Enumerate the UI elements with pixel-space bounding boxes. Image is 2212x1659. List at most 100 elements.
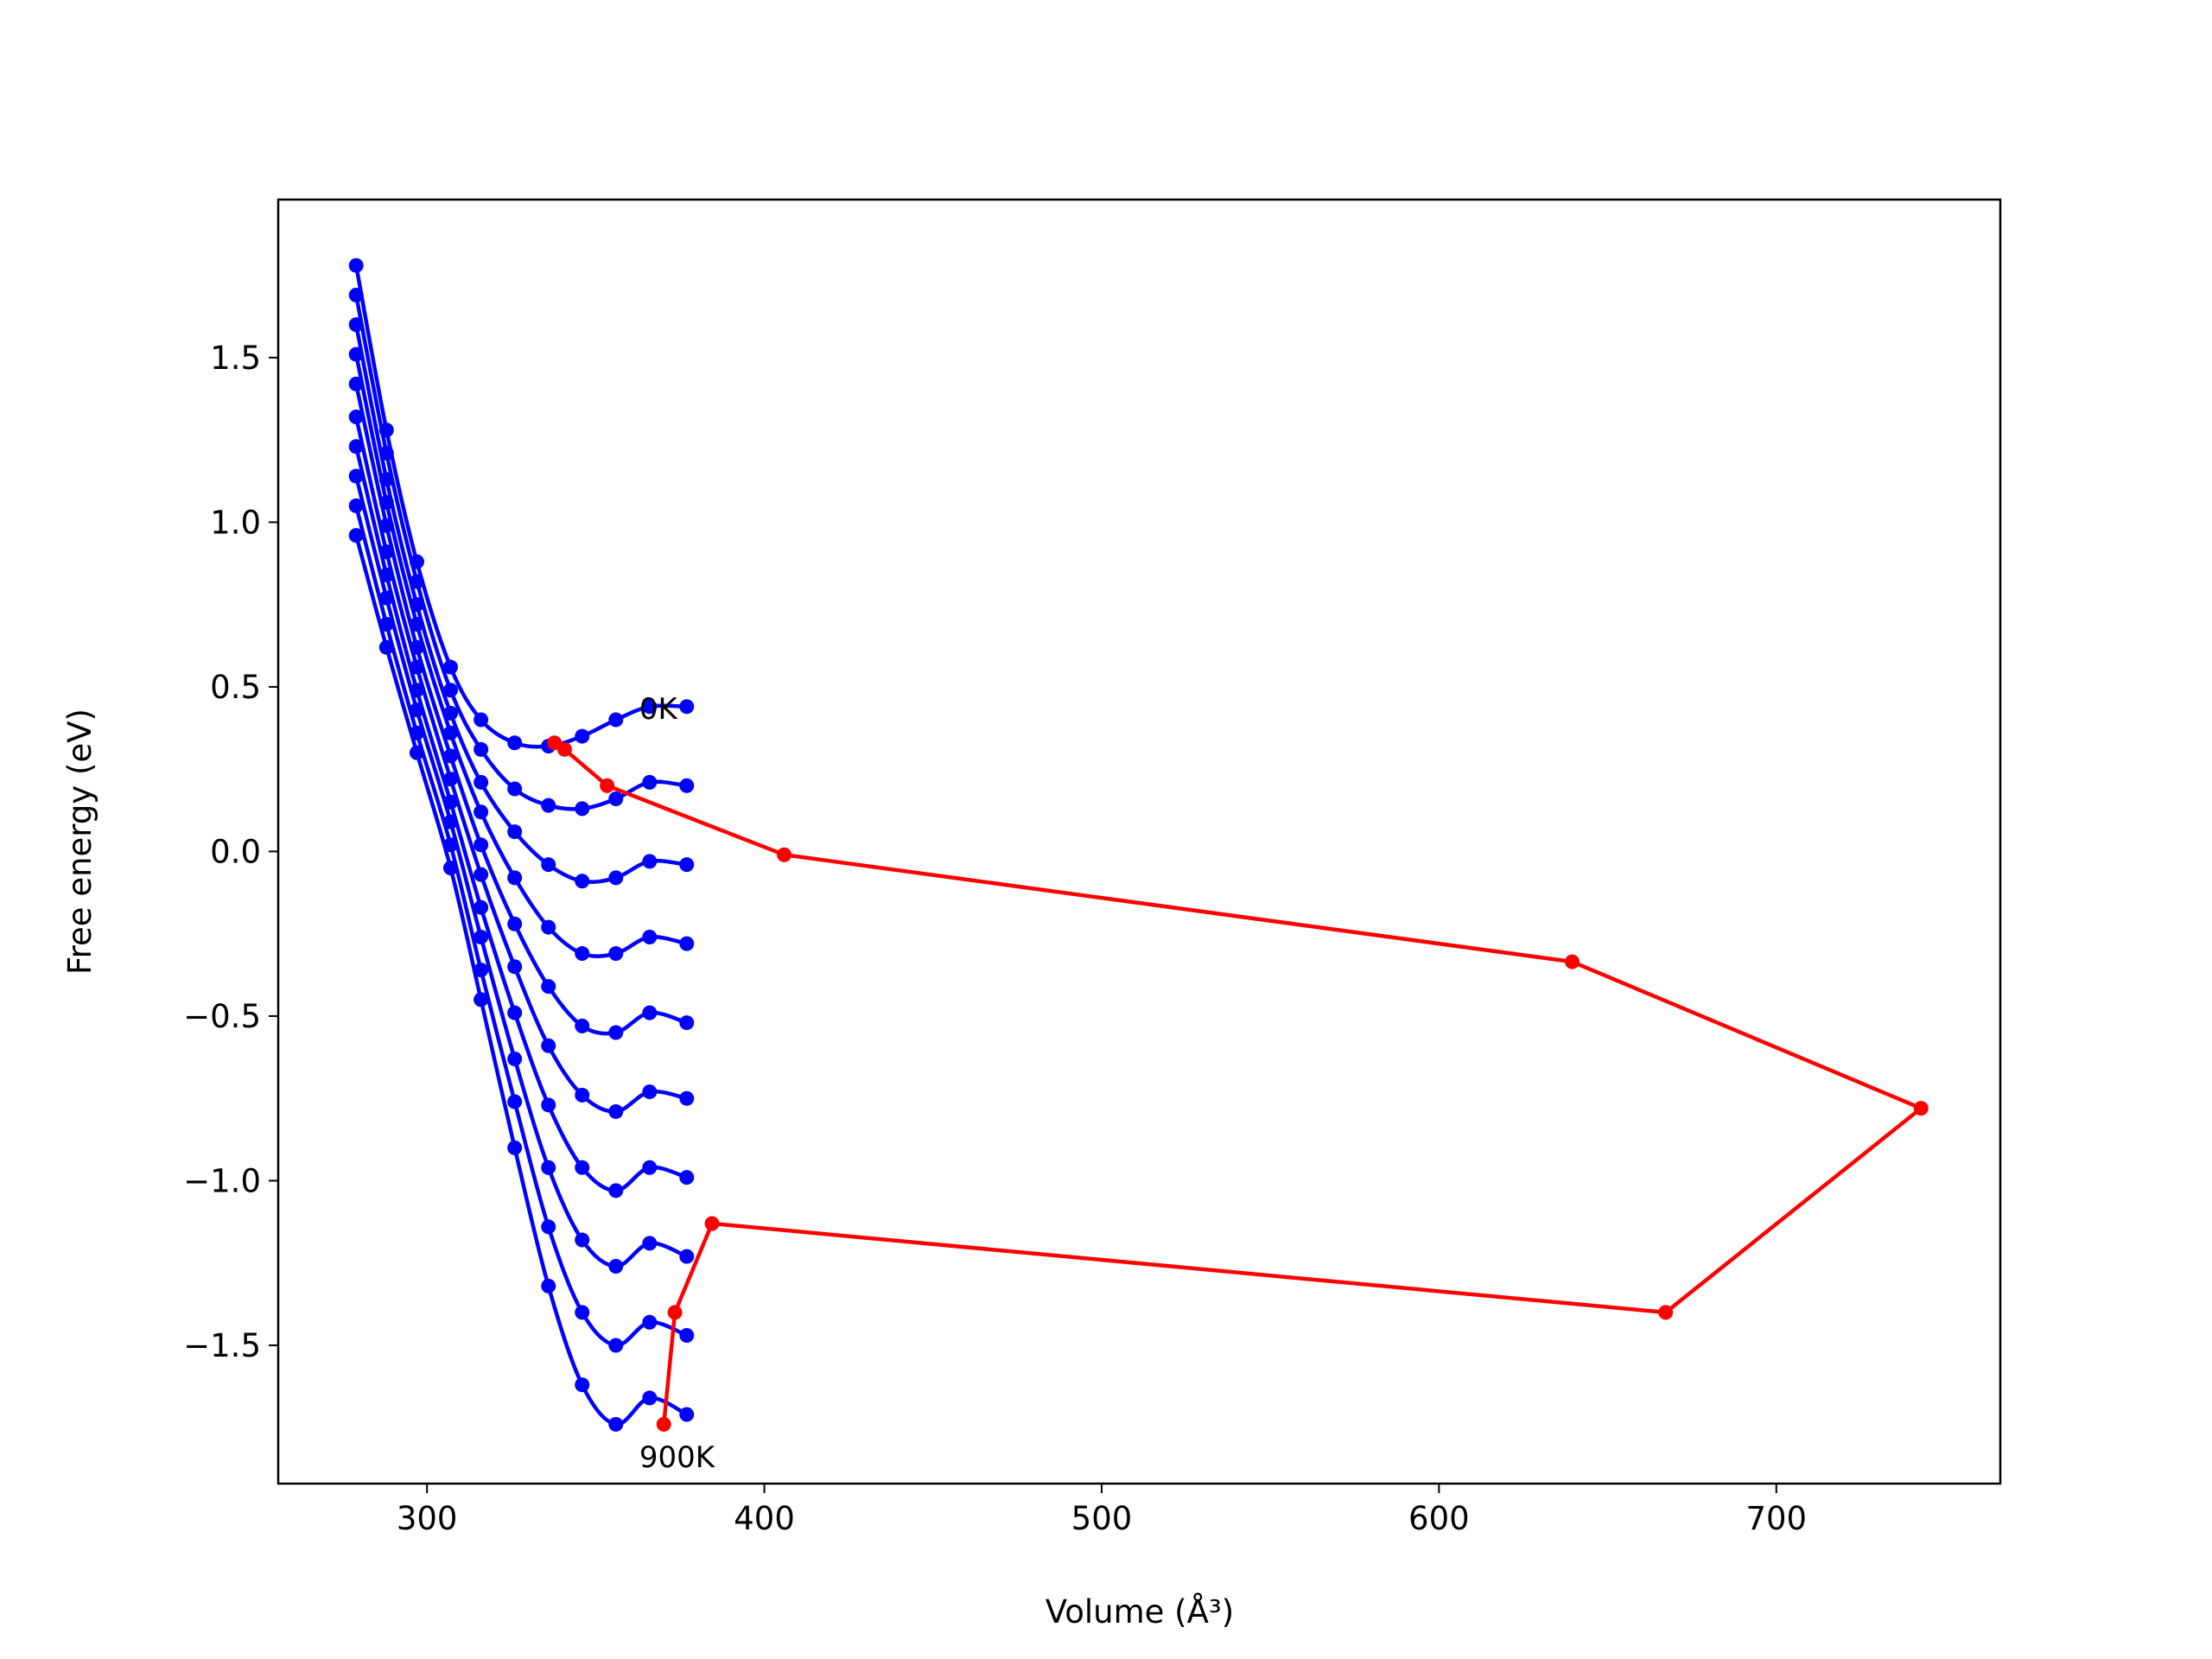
x-tick-label: 400 xyxy=(734,1500,795,1537)
data-point xyxy=(642,929,658,944)
data-point xyxy=(608,1416,624,1432)
data-point xyxy=(442,683,458,698)
data-point xyxy=(348,439,364,454)
data-point xyxy=(507,781,523,797)
data-point xyxy=(541,798,556,813)
y-tick-label: −0.5 xyxy=(183,998,261,1035)
data-point xyxy=(704,1216,720,1231)
data-point xyxy=(409,745,424,760)
x-axis-label: Volume (Å³) xyxy=(1046,1592,1234,1630)
data-point xyxy=(679,1090,695,1106)
data-point xyxy=(442,748,458,764)
y-tick-label: 0.5 xyxy=(210,669,261,706)
data-point xyxy=(642,1005,658,1020)
data-point xyxy=(507,916,523,931)
data-point xyxy=(442,659,458,675)
data-point xyxy=(378,639,394,655)
x-tick-label: 500 xyxy=(1071,1500,1133,1537)
plot-frame xyxy=(276,198,2002,1485)
y-axis-label: Free energy (eV) xyxy=(61,709,99,975)
data-point xyxy=(348,528,364,543)
data-point xyxy=(348,498,364,513)
data-point xyxy=(541,1278,556,1294)
data-point xyxy=(575,1232,590,1248)
data-point xyxy=(541,1219,556,1235)
data-point xyxy=(575,874,590,889)
data-point xyxy=(679,1170,695,1185)
data-point xyxy=(541,1038,556,1053)
data-point xyxy=(507,959,523,975)
data-point xyxy=(474,963,489,978)
data-point xyxy=(575,946,590,962)
data-point xyxy=(474,899,489,915)
data-point xyxy=(1565,954,1580,969)
series-annotation: 0K xyxy=(639,692,679,727)
data-point xyxy=(474,992,489,1007)
plot-area xyxy=(348,257,1929,1432)
data-point xyxy=(541,857,556,873)
data-point xyxy=(474,867,489,882)
y-tick-label: 0.0 xyxy=(210,833,261,870)
x-tick-label: 300 xyxy=(397,1500,458,1537)
data-point xyxy=(679,1249,695,1264)
data-point xyxy=(507,735,523,751)
series-line xyxy=(353,295,688,811)
data-point xyxy=(575,1160,590,1175)
data-point xyxy=(642,1314,658,1330)
data-point xyxy=(777,847,792,862)
data-point xyxy=(348,317,364,333)
y-tick-label: 1.0 xyxy=(210,504,261,541)
data-point xyxy=(642,854,658,869)
data-point xyxy=(608,1338,624,1353)
data-point xyxy=(507,870,523,886)
data-point xyxy=(608,870,624,886)
data-point xyxy=(442,860,458,875)
data-point xyxy=(348,287,364,302)
data-point xyxy=(378,590,394,606)
data-point xyxy=(575,1018,590,1033)
data-point xyxy=(642,699,658,715)
data-point xyxy=(348,376,364,391)
data-point xyxy=(575,801,590,817)
data-point xyxy=(600,778,615,793)
data-point xyxy=(474,804,489,820)
x-tick-label: 600 xyxy=(1408,1500,1470,1537)
data-point xyxy=(608,712,624,728)
data-point xyxy=(679,1015,695,1031)
data-point xyxy=(608,1025,624,1040)
data-point xyxy=(575,728,590,744)
data-point xyxy=(474,837,489,853)
data-point xyxy=(507,824,523,840)
data-point xyxy=(474,741,489,757)
data-point xyxy=(348,468,364,484)
data-point xyxy=(642,1160,658,1175)
data-point xyxy=(348,257,364,273)
data-point xyxy=(1913,1101,1929,1116)
data-point xyxy=(474,774,489,790)
data-point xyxy=(348,346,364,362)
data-point xyxy=(679,1407,695,1422)
data-point xyxy=(507,1051,523,1066)
data-point xyxy=(608,1259,624,1274)
data-point xyxy=(348,409,364,424)
data-point xyxy=(656,1416,671,1432)
data-point xyxy=(507,1140,523,1155)
data-point xyxy=(442,725,458,741)
data-point xyxy=(642,774,658,790)
data-point xyxy=(608,1103,624,1119)
data-point xyxy=(474,929,489,944)
data-point xyxy=(541,979,556,995)
data-point xyxy=(642,1390,658,1406)
y-tick-label: 1.5 xyxy=(210,340,261,377)
data-point xyxy=(575,1377,590,1393)
data-point xyxy=(1658,1305,1674,1320)
data-point xyxy=(608,791,624,806)
data-point xyxy=(642,1084,658,1100)
data-point xyxy=(608,1183,624,1198)
data-point xyxy=(541,919,556,935)
data-point xyxy=(667,1305,683,1320)
y-tick-label: −1.0 xyxy=(183,1162,261,1199)
data-point xyxy=(507,1005,523,1020)
series-line xyxy=(553,741,1925,1425)
data-point xyxy=(575,1305,590,1320)
